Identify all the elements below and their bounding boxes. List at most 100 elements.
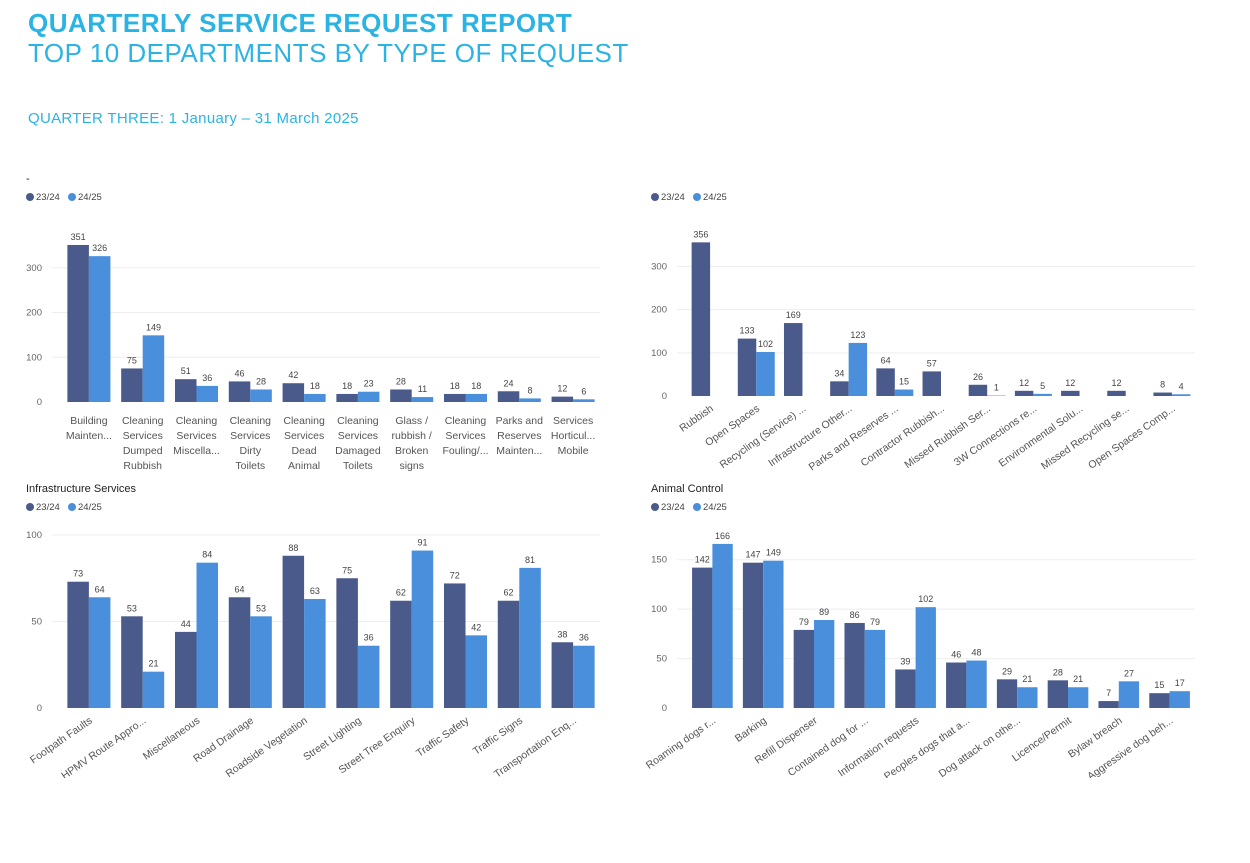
data-label: 149 — [146, 322, 161, 332]
report-subtitle: TOP 10 DEPARTMENTS BY TYPE OF REQUEST — [28, 38, 629, 68]
bar — [174, 631, 197, 708]
bar — [411, 550, 434, 708]
data-label: 18 — [310, 381, 320, 391]
data-label: 89 — [819, 607, 829, 617]
bar — [895, 669, 916, 708]
y-tick-label: 100 — [651, 604, 667, 615]
data-label: 23 — [364, 379, 374, 389]
data-label: 75 — [127, 355, 137, 365]
data-label: 79 — [799, 617, 809, 627]
category-label: Cleaning Services Damaged Toilets — [335, 415, 381, 472]
category-label: Cleaning Services Miscella... — [173, 415, 220, 457]
report-period: QUARTER THREE: 1 January – 31 March 2025 — [28, 110, 359, 127]
category-label: Contractor Rubbish... — [859, 403, 947, 470]
bar — [465, 635, 488, 708]
bar — [336, 393, 358, 402]
bar — [551, 396, 574, 402]
data-label: 64 — [881, 355, 891, 365]
data-label: 72 — [450, 570, 460, 580]
category-label: Glass /rubbish /Brokensignset... — [392, 415, 432, 472]
legend-marker — [651, 193, 659, 201]
bar — [121, 368, 143, 402]
bar — [497, 600, 520, 708]
data-label: 79 — [870, 617, 880, 627]
y-tick-label: 50 — [31, 617, 42, 628]
data-label: 8 — [1160, 380, 1165, 390]
category-label: Cleaning Services Fouling/... — [442, 415, 488, 457]
bar — [88, 597, 111, 708]
data-label: 11 — [418, 384, 427, 394]
y-tick-label: 0 — [37, 703, 42, 714]
bar — [250, 389, 272, 402]
y-tick-label: 0 — [662, 391, 667, 402]
bar — [443, 583, 466, 708]
data-label: 18 — [342, 381, 352, 391]
bar — [196, 562, 219, 708]
category-label: Aggressive dog beh... — [1085, 715, 1175, 778]
data-label: 12 — [1065, 378, 1075, 388]
bar — [519, 398, 541, 402]
bar — [1047, 680, 1068, 708]
data-label: 102 — [758, 339, 773, 349]
bar — [968, 384, 988, 396]
bar — [996, 679, 1018, 708]
y-tick-label: 300 — [651, 262, 667, 273]
data-label: 26 — [973, 372, 983, 382]
data-label: 27 — [1124, 668, 1134, 678]
bar — [894, 389, 914, 396]
bar — [465, 393, 488, 402]
data-label: 21 — [1022, 674, 1032, 684]
bar — [67, 581, 89, 708]
bar — [142, 671, 165, 708]
category-label: Recycling (Service) ... — [718, 403, 809, 471]
data-label: 81 — [525, 555, 535, 565]
chart-top-right: 23/24 24/25 0 100 200 300 356 Rubbish 133 102 Open… — [645, 172, 1205, 472]
bar — [814, 620, 835, 708]
data-label: 29 — [1002, 666, 1012, 676]
legend-label: 24/25 — [703, 192, 727, 203]
category-label: Dog attack on othe... — [937, 715, 1023, 778]
data-label: 42 — [471, 622, 481, 632]
bar — [1017, 687, 1038, 708]
data-label: 7 — [1106, 688, 1111, 698]
bar — [88, 256, 111, 402]
bar — [573, 399, 595, 402]
bar — [390, 389, 412, 402]
bar — [692, 567, 713, 708]
data-label: 84 — [202, 550, 212, 560]
data-label: 91 — [417, 538, 427, 548]
y-tick-label: 0 — [37, 397, 42, 408]
legend-label: 23/24 — [661, 192, 685, 203]
bar — [876, 368, 895, 396]
bar — [497, 391, 520, 402]
data-label: 36 — [579, 633, 589, 643]
data-label: 356 — [693, 229, 708, 239]
bar — [691, 242, 711, 396]
bar — [250, 616, 272, 708]
bar — [1171, 394, 1191, 396]
legend-marker — [693, 503, 701, 511]
bar — [966, 660, 987, 708]
bar — [830, 381, 849, 396]
y-tick-label: 100 — [26, 530, 42, 541]
y-tick-label: 100 — [651, 348, 667, 359]
data-label: 34 — [834, 368, 844, 378]
bar — [737, 338, 757, 396]
bar — [357, 391, 380, 402]
data-label: 28 — [396, 376, 406, 386]
bar — [336, 578, 358, 708]
bar — [1098, 701, 1119, 708]
bar — [67, 244, 89, 402]
bar — [946, 662, 967, 708]
data-label: 63 — [310, 586, 320, 596]
data-label: 42 — [288, 370, 298, 380]
legend-label: 24/25 — [78, 192, 102, 203]
chart-svg: Animal Control 23/24 24/25 0 50 100 150 142 166 R… — [645, 483, 1195, 778]
data-label: 24 — [504, 378, 514, 388]
legend-label: 23/24 — [661, 502, 685, 513]
category-label: Cleaning Services Dumped Rubbish — [122, 415, 164, 472]
data-label: 38 — [557, 629, 567, 639]
data-label: 17 — [1175, 678, 1185, 688]
data-label: 28 — [256, 376, 266, 386]
chart-infrastructure-services: Infrastructure Services 23/24 24/25 0 50 100 7… — [20, 478, 620, 778]
